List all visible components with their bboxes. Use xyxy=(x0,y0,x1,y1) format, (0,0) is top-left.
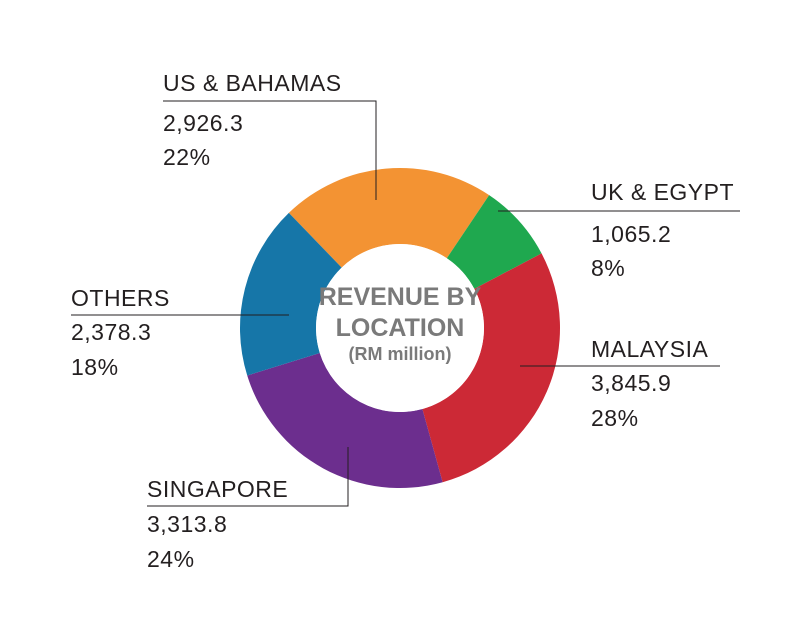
slice-label-name: OTHERS xyxy=(71,285,170,311)
leader-line xyxy=(147,447,349,507)
slice-label-percent: 18% xyxy=(71,354,119,380)
donut-slice-uk-egypt xyxy=(446,195,542,289)
chart-title-line2: LOCATION xyxy=(336,314,465,342)
slice-label-value: 1,065.2 xyxy=(591,221,671,247)
slice-label-percent: 22% xyxy=(163,144,211,170)
label-malaysia: MALAYSIA 3,845.9 28% xyxy=(520,336,720,431)
donut-slice-malaysia xyxy=(422,253,560,483)
donut-slice-us-bahamas xyxy=(288,168,490,268)
slice-label-percent: 28% xyxy=(591,405,639,431)
slice-label-name: UK & EGYPT xyxy=(591,179,734,205)
chart-subtitle: (RM million) xyxy=(349,344,452,364)
slice-label-value: 3,845.9 xyxy=(591,370,671,396)
donut-slice-others xyxy=(240,212,342,376)
slice-label-value: 2,926.3 xyxy=(163,110,243,136)
slice-label-percent: 8% xyxy=(591,255,625,281)
slice-label-name: US & BAHAMAS xyxy=(163,70,342,96)
chart-title-line1: REVENUE BY xyxy=(319,283,482,311)
slice-label-name: SINGAPORE xyxy=(147,476,288,502)
slice-label-value: 2,378.3 xyxy=(71,319,151,345)
label-us-bahamas: US & BAHAMAS 2,926.3 22% xyxy=(163,70,377,200)
label-uk-egypt: UK & EGYPT 1,065.2 8% xyxy=(498,179,740,281)
donut-slices xyxy=(240,168,560,488)
donut-hole xyxy=(316,244,484,412)
slice-label-percent: 24% xyxy=(147,546,195,572)
leader-line xyxy=(163,100,377,200)
slice-label-value: 3,313.8 xyxy=(147,511,227,537)
donut-slice-singapore xyxy=(247,352,443,488)
slice-label-name: MALAYSIA xyxy=(591,336,708,362)
label-others: OTHERS 2,378.3 18% xyxy=(71,285,289,380)
label-singapore: SINGAPORE 3,313.8 24% xyxy=(147,447,349,572)
